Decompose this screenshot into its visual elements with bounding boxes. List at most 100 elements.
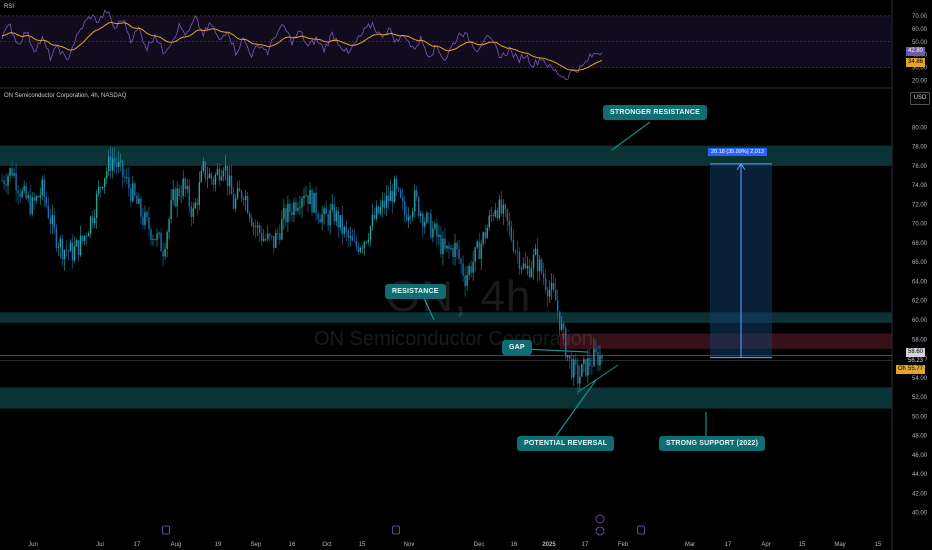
candle-body	[89, 216, 92, 234]
annotation-strong-support[interactable]: STRONG SUPPORT (2022)	[659, 436, 766, 451]
candle-body	[73, 246, 76, 261]
symbol-title[interactable]: ON Semiconductor Corporation, 4h, NASDAQ	[4, 93, 127, 99]
candle-body	[587, 358, 589, 376]
candle-body	[498, 199, 501, 219]
candle-body	[214, 174, 217, 185]
candle-body	[571, 358, 573, 378]
candle-body	[383, 200, 386, 208]
candle-body	[506, 209, 509, 221]
candle-body	[561, 323, 563, 330]
candle-body	[557, 300, 559, 312]
price-tick-label: 48.00	[912, 434, 928, 440]
candle-body	[176, 188, 178, 207]
candle-body	[488, 215, 490, 228]
candle-body	[337, 210, 339, 228]
time-tick-label: Aug	[171, 542, 182, 548]
candle-body	[250, 218, 253, 226]
candle-body	[569, 355, 571, 359]
overlays-layer	[162, 121, 707, 536]
candle-body	[136, 195, 138, 204]
candle-body	[563, 323, 565, 329]
candle-body	[275, 232, 277, 248]
candle-body	[41, 179, 43, 196]
candle-body	[271, 235, 273, 237]
price-tick-label: 54.00	[912, 376, 928, 382]
candle-body	[585, 359, 587, 376]
candle-body	[526, 265, 529, 269]
candle-body	[174, 189, 176, 207]
time-tick-label: 17	[582, 542, 589, 548]
candle-body	[550, 282, 553, 290]
mid-price-tag: 56.23	[906, 357, 926, 366]
annotation-stronger-resistance[interactable]: STRONGER RESISTANCE	[603, 105, 708, 120]
candle-body	[335, 210, 337, 222]
annotation-gap[interactable]: GAP	[502, 340, 532, 355]
candle-body	[103, 178, 106, 188]
event-icon	[637, 525, 645, 535]
candle-body	[186, 185, 188, 189]
candle-body	[476, 241, 478, 248]
candle-body	[279, 233, 281, 240]
candle-body	[228, 175, 231, 187]
rsi-tick-label: 70.00	[912, 14, 928, 20]
candle-body	[323, 208, 325, 215]
rsi-ma-tag: 34.86	[906, 58, 926, 67]
candle-body	[599, 355, 601, 366]
candle-body	[265, 239, 267, 240]
candle-body	[126, 177, 128, 179]
candle-body	[432, 228, 434, 238]
candle-body	[331, 204, 333, 210]
candle-body	[385, 195, 388, 208]
candle-body	[349, 236, 352, 238]
candle-body	[29, 195, 31, 214]
candle-body	[532, 254, 535, 269]
candle-body	[202, 161, 205, 171]
annotation-potential-reversal[interactable]: POTENTIAL REVERSAL	[517, 436, 615, 451]
candle-body	[355, 241, 358, 247]
candle-body	[49, 217, 52, 225]
candle-body	[212, 179, 215, 185]
projection-label[interactable]: 20.18 (35.99%) 2,013	[708, 148, 767, 156]
candle-body	[75, 240, 78, 247]
rsi-pane	[0, 9, 892, 81]
candle-body	[91, 216, 94, 224]
candle-body	[420, 213, 422, 216]
candle-body	[281, 218, 283, 240]
dividend-icon	[595, 526, 605, 536]
candle-body	[512, 239, 515, 252]
price-tick-label: 68.00	[912, 241, 928, 247]
price-tick-label: 76.00	[912, 164, 928, 170]
candle-body	[1, 180, 3, 182]
candle-body	[37, 196, 39, 198]
candle-body	[319, 218, 321, 223]
candle-body	[446, 245, 448, 249]
annotation-resistance[interactable]: RESISTANCE	[385, 284, 446, 299]
candle-body	[430, 213, 432, 238]
candle-body	[43, 179, 45, 198]
rsi-line	[1, 9, 603, 81]
candle-body	[242, 198, 245, 201]
candle-body	[23, 185, 25, 191]
time-tick-label: Feb	[618, 542, 629, 548]
candle-body	[218, 168, 221, 181]
candle-body	[182, 178, 184, 196]
candle-body	[593, 348, 595, 367]
candle-body	[500, 199, 503, 214]
candle-body	[192, 208, 194, 217]
candle-body	[339, 215, 341, 228]
candle-body	[160, 232, 162, 252]
candle-body	[478, 241, 480, 259]
candle-body	[162, 251, 164, 257]
time-tick-label: Nov	[404, 542, 415, 548]
trendline	[577, 364, 619, 393]
candle-body	[132, 183, 134, 202]
candle-body	[65, 250, 68, 251]
price-tick-label: 52.00	[912, 395, 928, 401]
candle-body	[353, 240, 356, 242]
grid-lines	[0, 0, 893, 550]
price-tick-label: 64.00	[912, 279, 928, 285]
candle-body	[285, 208, 287, 223]
time-tick-label: 15	[799, 542, 806, 548]
currency-button[interactable]: USD	[910, 92, 930, 105]
